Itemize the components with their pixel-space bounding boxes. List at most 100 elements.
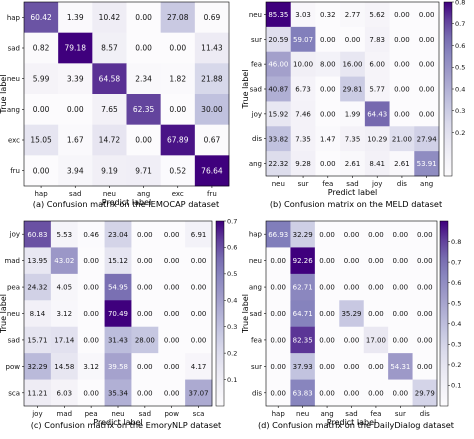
y-axis-label: True label (241, 70, 250, 110)
cell-value-label: 32.29 (27, 363, 47, 371)
heatmap-cell (160, 124, 196, 156)
x-axis-label: Predict label (328, 188, 377, 197)
y-tick-label: sur (251, 36, 262, 44)
cell-value-label: 66.93 (268, 231, 288, 239)
heatmap-cell (24, 2, 59, 33)
colorbar-tick-label: 0.4 (227, 297, 237, 305)
heatmap-cell (389, 151, 415, 177)
cell-value-label: 15.71 (27, 337, 47, 345)
heatmap-cell (290, 326, 316, 354)
cell-value-label: 9.28 (295, 160, 311, 168)
heatmap-cell (315, 126, 341, 152)
heatmap-cell (185, 247, 213, 275)
x-tick-label: hap (272, 410, 286, 418)
heatmap-cell (340, 2, 366, 28)
heatmap-cell (194, 155, 230, 187)
heatmap-cell (92, 2, 127, 33)
cell-value-label: 0.00 (164, 231, 180, 239)
cell-value-label: 40.87 (268, 86, 288, 94)
heatmap-cell (158, 273, 186, 301)
heatmap-cell (389, 101, 415, 127)
cell-value-label: 35.29 (341, 310, 361, 318)
heatmap-cell (24, 94, 59, 125)
heatmap-cell (185, 379, 213, 407)
heatmap-cell (126, 124, 161, 156)
cell-value-label: 21.00 (392, 135, 412, 143)
cell-value-label: 0.00 (344, 363, 360, 371)
heatmap-cell (389, 76, 415, 102)
cell-value-label: 64.58 (99, 74, 121, 83)
x-tick-label: fru (207, 190, 217, 198)
cell-value-label: 0.67 (204, 136, 221, 145)
cell-value-label: 8.14 (30, 310, 46, 318)
heatmap-cell (339, 379, 365, 407)
y-tick-label: neu (7, 310, 20, 318)
cell-value-label: 10.29 (367, 135, 387, 143)
colorbar-tick-label: 0.3 (451, 341, 461, 349)
colorbar-tick-label: 0.5 (227, 270, 237, 278)
heatmap-cell (266, 151, 292, 177)
heatmap-cell (104, 221, 132, 248)
cell-value-label: 10.00 (293, 61, 313, 69)
heatmap-cell (24, 63, 59, 95)
cell-value-label: 63.83 (293, 389, 313, 397)
cell-value-label: 15.12 (108, 257, 128, 265)
cell-value-label: 43.02 (54, 257, 74, 265)
heatmap-cell (24, 124, 59, 156)
heatmap-cell (194, 94, 230, 125)
heatmap-cell (77, 247, 105, 275)
heatmap-cell (266, 26, 292, 53)
cell-value-label: 6.73 (295, 86, 311, 94)
x-tick-label: sad (139, 410, 151, 418)
heatmap-cell (160, 2, 196, 33)
colorbar-tick-label: 0.7 (227, 217, 237, 225)
heatmap-cell (24, 247, 52, 275)
cell-value-label: 4.05 (56, 284, 72, 292)
cell-value-label: 0.00 (319, 284, 335, 292)
x-tick-label: fea (370, 410, 381, 418)
cell-value-label: 7.83 (369, 36, 385, 44)
cell-value-label: 0.00 (344, 284, 360, 292)
heatmap-cell (315, 26, 341, 53)
heatmap-cell (340, 151, 366, 177)
heatmap-cell (58, 32, 93, 64)
cell-value-label: 11.43 (201, 44, 223, 53)
heatmap-cell (340, 51, 366, 77)
y-tick-label: hap (249, 231, 263, 239)
cell-value-label: 0.00 (419, 11, 435, 19)
panel-caption: (a) Confusion matrix on the IEMOCAP data… (33, 199, 220, 209)
cell-value-label: 0.00 (394, 86, 410, 94)
cell-value-label: 0.00 (419, 36, 435, 44)
heatmap-cell (158, 326, 186, 354)
cell-value-label: 0.00 (345, 36, 361, 44)
cell-value-label: 0.00 (368, 310, 384, 318)
x-tick-label: dis (397, 180, 407, 188)
y-tick-label: dis (252, 135, 262, 143)
cell-value-label: 29.81 (342, 86, 362, 94)
panel-caption: (b) Confusion matrix on the MELD dataset (270, 199, 443, 209)
colorbar-tick-label: 0.8 (451, 238, 461, 246)
cell-value-label: 5.62 (369, 11, 385, 19)
cell-value-label: 0.00 (270, 257, 286, 265)
y-tick-label: joy (251, 110, 262, 118)
cell-value-label: 6.00 (369, 61, 385, 69)
heatmap-cell (412, 221, 438, 248)
cell-value-label: 0.00 (417, 257, 433, 265)
heatmap-cell (412, 353, 438, 380)
heatmap-cell (266, 51, 292, 77)
x-tick-label: ang (137, 190, 150, 198)
y-tick-label: ang (7, 106, 20, 114)
cell-value-label: 85.35 (268, 11, 288, 19)
cell-value-label: 0.00 (270, 284, 286, 292)
cell-value-label: 0.00 (169, 44, 186, 53)
y-tick-label: pea (7, 284, 20, 292)
y-tick-label: ang (249, 284, 262, 292)
heatmap-cell (315, 76, 341, 102)
heatmap-cell (158, 247, 186, 275)
cell-value-label: 9.19 (101, 166, 118, 175)
colorbar-tick-label: 0.3 (227, 323, 237, 331)
heatmap-cell (389, 2, 415, 28)
heatmap-cell (266, 379, 291, 407)
cell-value-label: 16.00 (342, 61, 362, 69)
cell-value-label: 92.26 (293, 257, 314, 265)
